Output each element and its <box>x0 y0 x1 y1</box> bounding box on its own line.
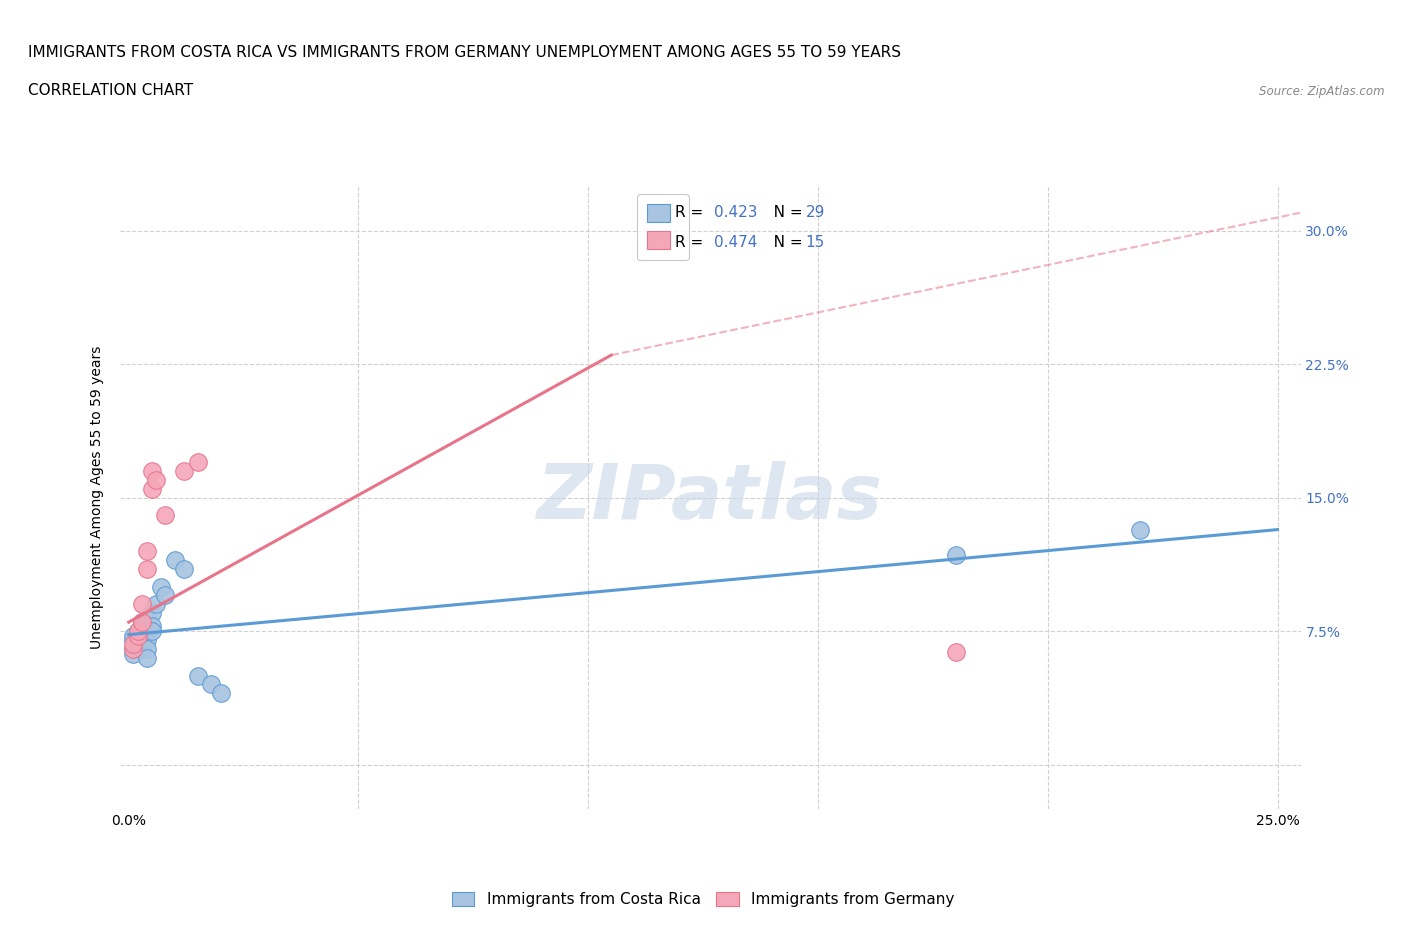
Text: CORRELATION CHART: CORRELATION CHART <box>28 83 193 98</box>
Point <box>122 632 145 647</box>
Point <box>122 642 145 657</box>
Point <box>127 629 149 644</box>
Point <box>136 543 159 558</box>
Point <box>145 472 167 487</box>
Point <box>173 463 195 478</box>
Text: IMMIGRANTS FROM COSTA RICA VS IMMIGRANTS FROM GERMANY UNEMPLOYMENT AMONG AGES 55: IMMIGRANTS FROM COSTA RICA VS IMMIGRANTS… <box>28 46 901 60</box>
Legend: Immigrants from Costa Rica, Immigrants from Germany: Immigrants from Costa Rica, Immigrants f… <box>446 885 960 913</box>
Text: 29: 29 <box>806 205 825 219</box>
Text: N =: N = <box>759 234 808 250</box>
Point <box>131 615 153 630</box>
Text: R =: R = <box>675 234 709 250</box>
Point <box>122 642 145 657</box>
Point <box>136 611 159 626</box>
Point <box>945 547 967 562</box>
Point <box>187 455 209 470</box>
Point <box>131 597 153 612</box>
Point <box>1129 522 1152 537</box>
Point <box>122 646 145 661</box>
Text: Source: ZipAtlas.com: Source: ZipAtlas.com <box>1260 85 1385 98</box>
Text: 0.423: 0.423 <box>714 205 758 219</box>
Point <box>127 632 149 647</box>
Point <box>136 562 159 577</box>
Point <box>141 463 163 478</box>
Point <box>141 605 163 620</box>
Point <box>131 636 153 651</box>
Point <box>155 588 177 603</box>
Y-axis label: Unemployment Among Ages 55 to 59 years: Unemployment Among Ages 55 to 59 years <box>90 346 104 649</box>
Point <box>173 562 195 577</box>
Text: ZIPatlas: ZIPatlas <box>537 460 883 535</box>
Point <box>136 650 159 665</box>
Point <box>141 618 163 633</box>
Point <box>145 597 167 612</box>
Legend: , : , <box>637 194 689 260</box>
Text: 0.474: 0.474 <box>714 234 758 250</box>
Point <box>127 624 149 639</box>
Text: R =: R = <box>675 205 709 219</box>
Point <box>155 508 177 523</box>
Point <box>131 615 153 630</box>
Point <box>141 481 163 496</box>
Point <box>945 645 967 660</box>
Point <box>136 632 159 647</box>
Point <box>122 629 145 644</box>
Point <box>127 629 149 644</box>
Point <box>131 642 153 657</box>
Point <box>149 579 172 594</box>
Point <box>136 642 159 657</box>
Point <box>122 636 145 651</box>
Text: 15: 15 <box>806 234 825 250</box>
Point <box>131 624 153 639</box>
Point <box>200 677 222 692</box>
Point <box>127 636 149 651</box>
Point <box>209 686 232 701</box>
Point <box>141 624 163 639</box>
Point <box>163 552 186 567</box>
Point <box>187 668 209 683</box>
Point <box>127 624 149 639</box>
Text: N =: N = <box>759 205 808 219</box>
